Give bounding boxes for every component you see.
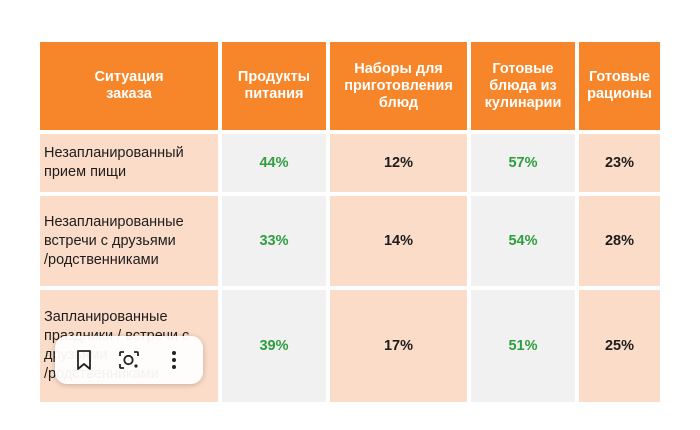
bookmark-button[interactable]	[67, 343, 101, 377]
row-label-text: Незапланированный прием пищи	[44, 145, 184, 180]
header-groceries: Продукты питания	[222, 42, 326, 130]
lens-search-button[interactable]	[112, 343, 146, 377]
header-rations-label: Готовые рационы	[587, 69, 652, 102]
more-vert-icon	[172, 351, 177, 369]
table-cell: 17%	[330, 290, 467, 402]
header-meal-kits-label: Наборы для приготовления блюд	[344, 60, 453, 111]
bookmark-icon	[76, 350, 91, 370]
table-cell: 54%	[471, 196, 575, 286]
table-cell: 25%	[579, 290, 660, 402]
row-label: Незапланированный прием пищи	[40, 134, 218, 192]
header-ready-meals: Готовые блюда из кулинарии	[471, 42, 575, 130]
row-label: Незапланированные встречи с друзьями /ро…	[40, 196, 218, 286]
header-rations: Готовые рационы	[579, 42, 660, 130]
table-cell: 51%	[471, 290, 575, 402]
more-options-button[interactable]	[157, 343, 191, 377]
table-cell: 57%	[471, 134, 575, 192]
table-cell: 33%	[222, 196, 326, 286]
row-label-text: Незапланированные встречи с друзьями /ро…	[44, 213, 184, 268]
header-situation-label: Ситуация заказа	[94, 69, 164, 102]
image-action-toolbar	[55, 336, 203, 384]
data-table: Ситуация заказа Продукты питания Наборы …	[40, 42, 660, 402]
table-cell: 23%	[579, 134, 660, 192]
table-cell: 39%	[222, 290, 326, 402]
header-groceries-label: Продукты питания	[237, 69, 311, 102]
table-cell: 12%	[330, 134, 467, 192]
table-cell: 14%	[330, 196, 467, 286]
table-cell: 28%	[579, 196, 660, 286]
header-ready-meals-label: Готовые блюда из кулинарии	[484, 60, 562, 111]
table-cell: 44%	[222, 134, 326, 192]
lens-search-icon	[119, 351, 139, 369]
header-situation: Ситуация заказа	[40, 42, 218, 130]
header-meal-kits: Наборы для приготовления блюд	[330, 42, 467, 130]
